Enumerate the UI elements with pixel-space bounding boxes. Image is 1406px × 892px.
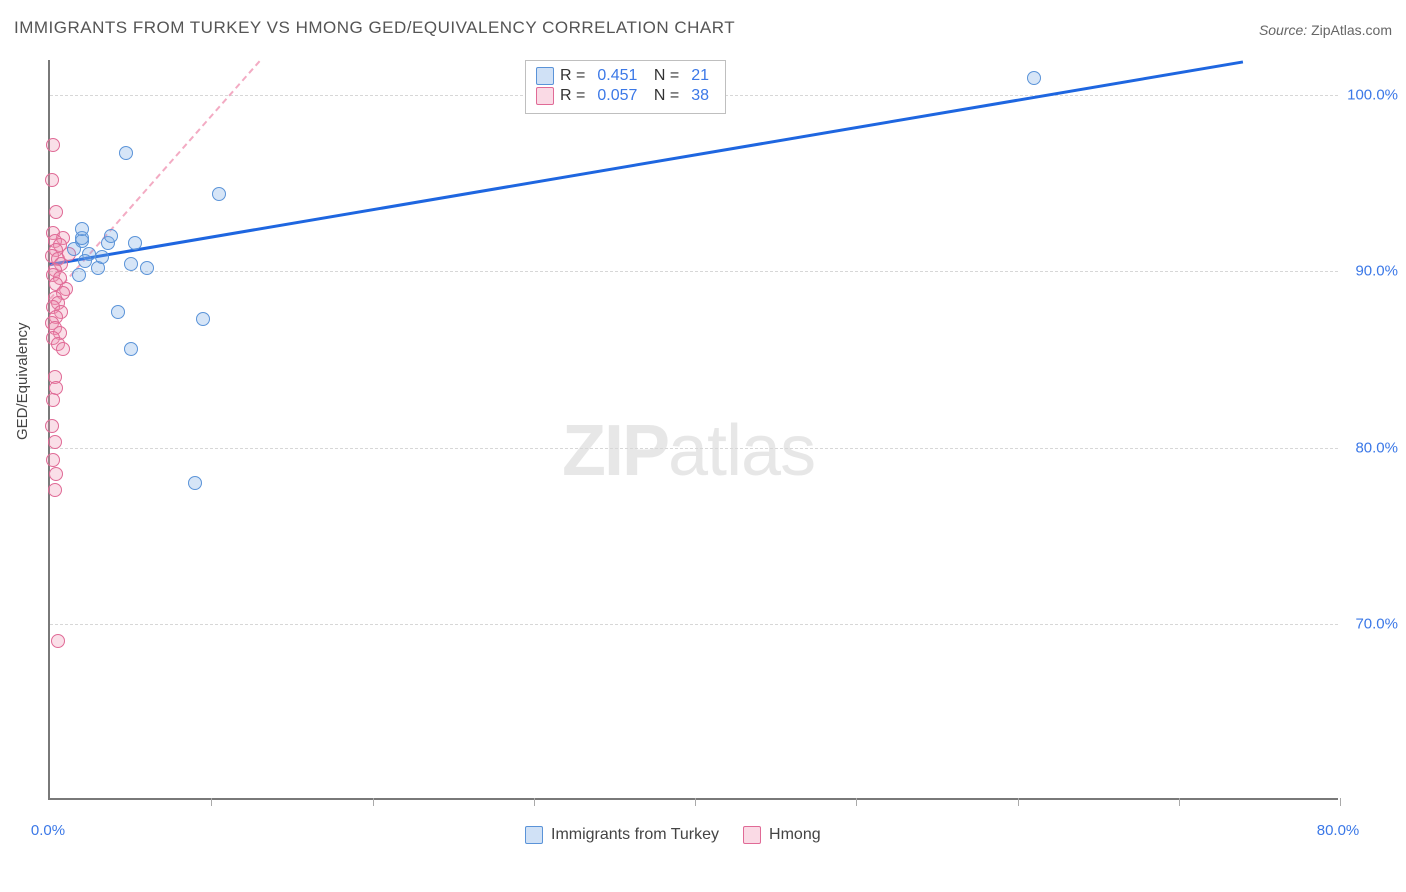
data-point bbox=[51, 634, 65, 648]
data-point bbox=[56, 342, 70, 356]
xtick bbox=[534, 798, 535, 806]
data-point bbox=[45, 419, 59, 433]
xtick bbox=[1340, 798, 1341, 806]
data-point bbox=[212, 187, 226, 201]
legend-r-label: R = bbox=[560, 87, 585, 105]
data-point bbox=[124, 257, 138, 271]
xtick bbox=[1018, 798, 1019, 806]
source-value: ZipAtlas.com bbox=[1311, 22, 1392, 38]
ytick-label: 80.0% bbox=[1343, 439, 1398, 456]
swatch-series-a bbox=[525, 826, 543, 844]
legend-row-b: R = 0.057 N = 38 bbox=[536, 87, 715, 105]
data-point bbox=[46, 453, 60, 467]
data-point bbox=[128, 236, 142, 250]
data-point bbox=[48, 435, 62, 449]
source-label: Source: bbox=[1259, 22, 1307, 38]
data-point bbox=[49, 205, 63, 219]
legend-n-value-a: 21 bbox=[685, 67, 715, 85]
data-point bbox=[45, 173, 59, 187]
data-point bbox=[75, 222, 89, 236]
data-point bbox=[46, 393, 60, 407]
data-point bbox=[67, 242, 81, 256]
xtick bbox=[211, 798, 212, 806]
ytick-label: 90.0% bbox=[1343, 263, 1398, 280]
y-axis-label: GED/Equivalency bbox=[14, 322, 31, 440]
series-a-name: Immigrants from Turkey bbox=[551, 826, 719, 844]
data-point bbox=[48, 483, 62, 497]
data-point bbox=[188, 476, 202, 490]
watermark-bold: ZIP bbox=[562, 411, 668, 491]
gridline-h bbox=[50, 448, 1338, 449]
ytick-label: 100.0% bbox=[1343, 87, 1398, 104]
data-point bbox=[78, 254, 92, 268]
chart-title: IMMIGRANTS FROM TURKEY VS HMONG GED/EQUI… bbox=[14, 18, 735, 38]
xtick bbox=[695, 798, 696, 806]
xtick bbox=[1179, 798, 1180, 806]
data-point bbox=[46, 138, 60, 152]
data-point bbox=[49, 467, 63, 481]
data-point bbox=[196, 312, 210, 326]
data-point bbox=[1027, 71, 1041, 85]
legend-row-a: R = 0.451 N = 21 bbox=[536, 67, 715, 85]
gridline-h bbox=[50, 624, 1338, 625]
gridline-h bbox=[50, 271, 1338, 272]
data-point bbox=[119, 146, 133, 160]
legend-r-label: R = bbox=[560, 67, 585, 85]
data-point bbox=[72, 268, 86, 282]
legend-n-label: N = bbox=[649, 87, 679, 105]
legend-n-value-b: 38 bbox=[685, 87, 715, 105]
xtick-label-right: 80.0% bbox=[1317, 822, 1360, 839]
swatch-series-b bbox=[536, 87, 554, 105]
watermark: ZIPatlas bbox=[562, 410, 815, 492]
series-b-name: Hmong bbox=[769, 826, 821, 844]
ytick-label: 70.0% bbox=[1343, 615, 1398, 632]
series-legend: Immigrants from Turkey Hmong bbox=[525, 826, 821, 844]
xtick-label-left: 0.0% bbox=[31, 822, 65, 839]
data-point bbox=[95, 250, 109, 264]
data-point bbox=[124, 342, 138, 356]
data-point bbox=[111, 305, 125, 319]
data-point bbox=[104, 229, 118, 243]
scatter-plot-area: ZIPatlas 70.0%80.0%90.0%100.0% bbox=[48, 60, 1338, 800]
correlation-legend: R = 0.451 N = 21 R = 0.057 N = 38 bbox=[525, 60, 726, 114]
legend-item-b: Hmong bbox=[743, 826, 821, 844]
legend-r-value-a: 0.451 bbox=[591, 67, 643, 85]
legend-n-label: N = bbox=[649, 67, 679, 85]
swatch-series-a bbox=[536, 67, 554, 85]
xtick bbox=[373, 798, 374, 806]
data-point bbox=[140, 261, 154, 275]
swatch-series-b bbox=[743, 826, 761, 844]
legend-item-a: Immigrants from Turkey bbox=[525, 826, 719, 844]
watermark-light: atlas bbox=[668, 411, 815, 491]
source-attribution: Source: ZipAtlas.com bbox=[1259, 22, 1392, 38]
xtick bbox=[856, 798, 857, 806]
legend-r-value-b: 0.057 bbox=[591, 87, 643, 105]
